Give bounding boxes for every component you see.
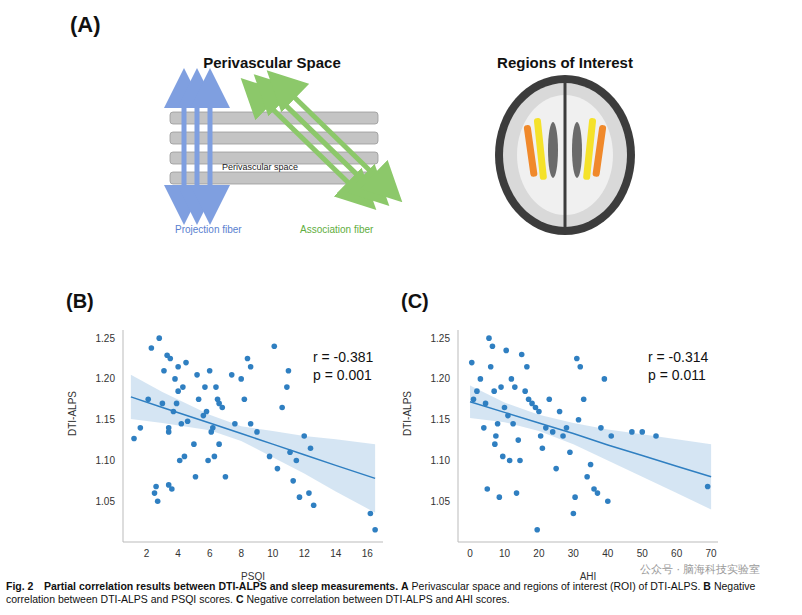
svg-text:2: 2: [144, 548, 150, 559]
svg-text:8: 8: [238, 548, 244, 559]
svg-text:Regions of Interest: Regions of Interest: [497, 54, 633, 71]
html-text:Fig. 2: Fig. 2: [6, 580, 34, 592]
svg-text:14: 14: [330, 548, 342, 559]
svg-text:Projection fiber: Projection fiber: [175, 224, 242, 235]
svg-text:1.20: 1.20: [431, 373, 451, 384]
svg-text:40: 40: [602, 548, 614, 559]
html-text:p = 0.001: p = 0.001: [313, 367, 372, 383]
svg-text:1.15: 1.15: [431, 414, 451, 425]
svg-text:10: 10: [499, 548, 511, 559]
svg-text:30: 30: [568, 548, 580, 559]
svg-text:DTI-ALPS: DTI-ALPS: [402, 391, 413, 436]
svg-text:10: 10: [267, 548, 279, 559]
html-text:p = 0.011: p = 0.011: [648, 367, 706, 383]
svg-text:60: 60: [671, 548, 683, 559]
svg-text:1.25: 1.25: [96, 333, 116, 344]
svg-text:DTI-ALPS: DTI-ALPS: [67, 391, 78, 436]
html-text:Partial correlation results be: Partial correlation results between DTI-…: [6, 580, 756, 605]
svg-text:1.05: 1.05: [431, 496, 451, 507]
svg-text:1.10: 1.10: [96, 455, 116, 466]
html-text:(B): (B): [66, 290, 94, 312]
svg-text:Perivascular Space: Perivascular Space: [203, 54, 341, 71]
svg-text:1.15: 1.15: [96, 414, 116, 425]
svg-text:12: 12: [299, 548, 311, 559]
svg-text:1.05: 1.05: [96, 496, 116, 507]
svg-text:(A): (A): [70, 12, 101, 37]
svg-text:16: 16: [362, 548, 374, 559]
svg-text:Association fiber: Association fiber: [300, 224, 374, 235]
svg-text:6: 6: [207, 548, 213, 559]
svg-text:50: 50: [637, 548, 649, 559]
svg-text:4: 4: [175, 548, 181, 559]
svg-text:1.20: 1.20: [96, 373, 116, 384]
html-text:r = -0.314: r = -0.314: [648, 349, 709, 365]
html-text:r = -0.381: r = -0.381: [313, 349, 374, 365]
svg-text:AHI: AHI: [579, 571, 597, 582]
svg-text:1.10: 1.10: [431, 455, 451, 466]
svg-text:0: 0: [467, 548, 473, 559]
svg-text:Perivascular space: Perivascular space: [222, 162, 298, 172]
svg-text:1.25: 1.25: [431, 333, 451, 344]
html-text:公众号 · 脑海科技实验室: 公众号 · 脑海科技实验室: [640, 563, 761, 576]
svg-text:PSQI: PSQI: [241, 571, 265, 582]
svg-text:70: 70: [706, 548, 718, 559]
html-text:(C): (C): [401, 290, 429, 312]
svg-text:20: 20: [533, 548, 545, 559]
